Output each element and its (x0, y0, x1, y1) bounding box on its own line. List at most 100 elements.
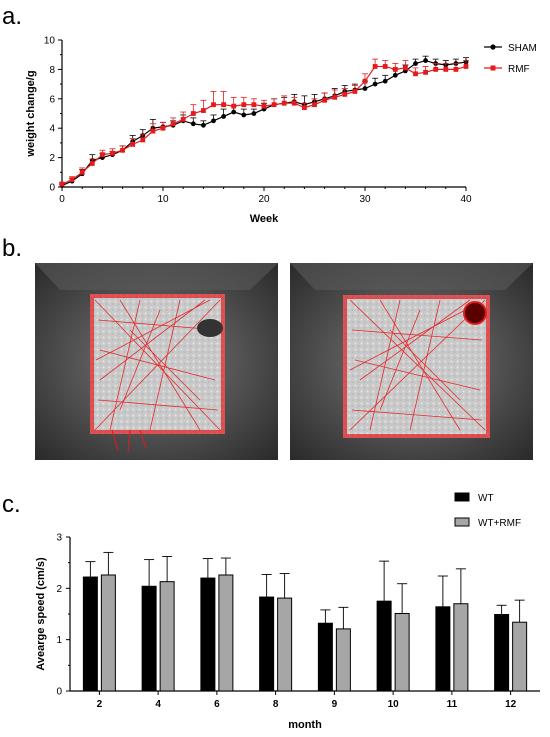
data-point (140, 137, 146, 143)
y-tick-label: 6 (49, 94, 55, 105)
data-point (201, 122, 206, 128)
x-tick-label: 30 (359, 194, 371, 205)
bar-wt (494, 614, 510, 692)
data-point (423, 69, 428, 75)
data-point (291, 100, 297, 106)
legend-label-sham: SHAM (508, 43, 537, 54)
x-axis-title: month (288, 719, 322, 731)
data-point (322, 97, 327, 103)
data-point (392, 72, 398, 78)
data-point (271, 102, 277, 108)
data-point (392, 67, 398, 72)
series-rmf (59, 58, 469, 187)
x-tick-label: 2 (97, 699, 103, 710)
panel-label-b: b. (2, 235, 22, 262)
bar-wt-rmf (277, 597, 293, 692)
data-point (352, 89, 358, 94)
x-tick-label: 11 (447, 699, 458, 710)
data-point (453, 67, 459, 72)
bar-wt-rmf (512, 621, 528, 692)
series-line (61, 59, 467, 187)
data-point (413, 61, 418, 66)
data-point (423, 58, 428, 63)
x-axis-title: Week (250, 213, 279, 225)
data-point (443, 67, 449, 72)
y-tick-label: 2 (49, 153, 55, 164)
data-point (221, 102, 226, 108)
data-point (100, 152, 105, 158)
data-point (241, 112, 247, 118)
average-speed-bar-chart: Avearge speed (cm/s) month WT WT+RMF 012… (35, 492, 540, 731)
data-point (201, 108, 206, 113)
data-point (190, 111, 196, 116)
data-point (150, 128, 156, 134)
open-field-track-sham-image (35, 263, 278, 460)
data-point (342, 91, 348, 97)
legend-swatch-wt-rmf (454, 517, 470, 527)
x-tick-label: 20 (258, 194, 270, 205)
data-point (231, 109, 237, 115)
x-tick-label: 8 (273, 699, 279, 710)
data-point (372, 81, 378, 87)
data-point (190, 121, 196, 127)
bar-wt-rmf (453, 603, 469, 692)
data-point (221, 114, 227, 119)
panel-label-c: c. (2, 491, 21, 518)
bar-wt-rmf (394, 612, 410, 692)
bar-wt (200, 577, 216, 692)
legend-swatch-wt (454, 492, 470, 502)
data-point (130, 141, 136, 147)
data-point (251, 102, 257, 108)
data-point (251, 111, 257, 116)
bar-wt-rmf (159, 581, 175, 692)
open-field-images (35, 263, 533, 460)
data-point (261, 103, 267, 109)
series-line (61, 65, 467, 185)
data-point (59, 181, 65, 187)
data-point (413, 71, 418, 77)
bar-wt (141, 585, 157, 692)
y-tick-label: 8 (49, 65, 55, 76)
legend: SHAM RMF (484, 43, 537, 75)
bar-wt (259, 596, 275, 692)
x-tick-label: 10 (157, 194, 169, 205)
x-tick-label: 12 (505, 699, 517, 710)
y-tick-label: 1 (56, 635, 62, 646)
x-tick-label: 6 (214, 699, 220, 710)
legend-label-wt-rmf: WT+RMF (478, 518, 521, 529)
data-point (211, 102, 216, 108)
data-point (332, 94, 338, 100)
data-point (211, 118, 216, 124)
data-point (372, 64, 378, 69)
bar-wt (376, 600, 392, 692)
y-tick-label: 10 (44, 36, 56, 47)
bar-wt (82, 576, 98, 692)
data-point (362, 78, 368, 84)
data-point (89, 161, 95, 166)
y-axis-title: weight change/g (25, 70, 37, 157)
legend-label-wt: WT (478, 493, 494, 504)
x-tick-label: 4 (155, 699, 161, 710)
legend-marker-rmf (490, 65, 496, 71)
data-point (382, 78, 388, 84)
bar-wt-rmf (335, 628, 351, 692)
data-point (241, 102, 247, 108)
data-point (463, 64, 469, 69)
x-tick-label: 9 (332, 699, 338, 710)
y-tick-label: 4 (49, 124, 55, 135)
data-point (362, 86, 368, 91)
data-point (180, 116, 186, 122)
y-tick-label: 2 (56, 584, 62, 595)
data-point (160, 125, 166, 131)
bar-wt (435, 606, 451, 692)
data-point (382, 64, 388, 69)
legend: WT WT+RMF (454, 492, 521, 529)
legend-label-rmf: RMF (508, 64, 530, 75)
data-point (281, 100, 287, 106)
bar-wt-rmf (218, 574, 234, 692)
x-tick-label: 40 (460, 194, 472, 205)
data-point (170, 121, 176, 127)
y-tick-label: 3 (56, 533, 62, 544)
data-point (69, 177, 75, 183)
